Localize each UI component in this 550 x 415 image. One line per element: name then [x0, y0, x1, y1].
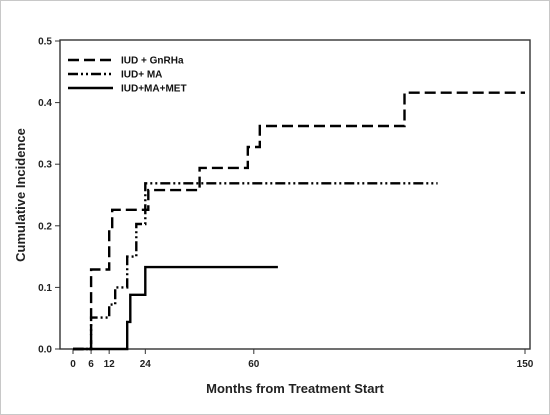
series-lines — [73, 91, 525, 351]
series-line-0 — [73, 91, 525, 351]
x-tick-label-1: 6 — [88, 359, 94, 370]
x-axis-label: Months from Treatment Start — [206, 381, 384, 396]
y-tick-label-4: 0.4 — [38, 98, 52, 109]
legend-label-1: IUD+ MA — [121, 70, 162, 81]
axis-ticks: 0 6 12 24 60 150 0.0 0.1 0.2 0.3 0.4 0.5 — [38, 37, 534, 371]
series-line-2 — [73, 265, 278, 351]
x-tick-label-0: 0 — [70, 359, 76, 370]
legend-label-0: IUD + GnRHa — [121, 56, 184, 67]
y-tick-label-1: 0.1 — [38, 283, 52, 294]
y-tick-label-5: 0.5 — [38, 37, 52, 48]
x-tick-label-2: 12 — [104, 359, 116, 370]
x-tick-label-5: 150 — [517, 359, 534, 370]
x-tick-label-4: 60 — [248, 359, 260, 370]
y-tick-label-2: 0.2 — [38, 221, 52, 232]
series-line-1 — [73, 182, 438, 351]
legend-label-2: IUD+MA+MET — [121, 84, 187, 95]
y-axis-label: Cumulative Incidence — [13, 128, 28, 262]
legend: IUD + GnRHa IUD+ MA IUD+MA+MET — [68, 56, 187, 95]
y-tick-label-3: 0.3 — [38, 160, 52, 171]
x-tick-label-3: 24 — [140, 359, 152, 370]
y-tick-label-0: 0.0 — [38, 345, 52, 356]
